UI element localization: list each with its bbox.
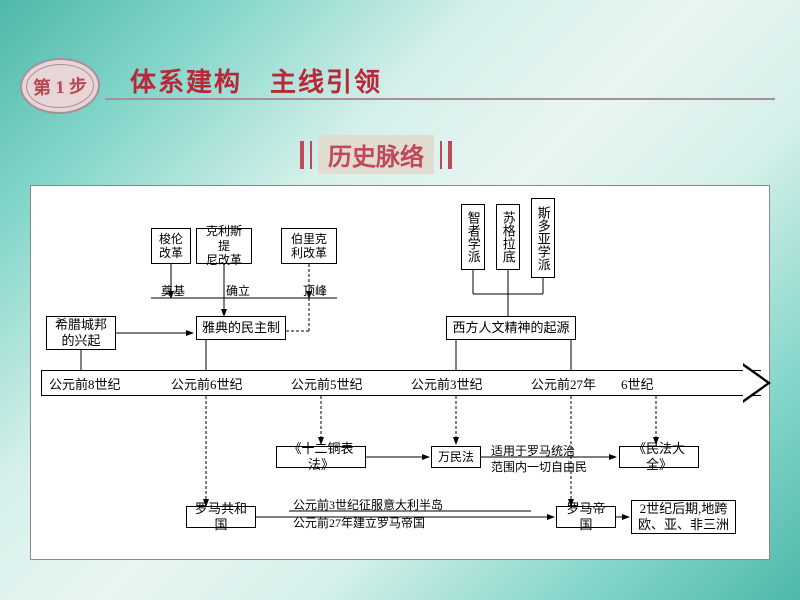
node-humanism: 西方人文精神的起源 xyxy=(446,316,576,340)
timeline-label: 公元前6世纪 xyxy=(171,374,243,393)
annot-apply1: 适用于罗马统治 xyxy=(491,442,575,459)
node-stoic: 斯多亚学派 xyxy=(531,198,555,278)
header-bar xyxy=(440,141,442,169)
node-sophist: 智者学派 xyxy=(461,204,485,270)
annot-apply2: 范围内一切自由民 xyxy=(491,458,587,475)
timeline-arrowhead xyxy=(743,363,771,403)
timeline-label: 公元前8世纪 xyxy=(49,374,121,393)
step-badge-text: 第 1 步 xyxy=(33,72,88,100)
node-span: 2世纪后期,地跨 欧、亚、非三洲 xyxy=(631,500,736,534)
annot-queli: 确立 xyxy=(226,282,250,299)
node-civil: 《民法大全》 xyxy=(619,446,699,468)
node-greek_rise: 希腊城邦 的兴起 xyxy=(46,316,116,350)
node-cleisthenes: 克利斯提 尼改革 xyxy=(196,228,252,264)
timeline-diagram: 公元前8世纪 公元前6世纪 公元前5世纪 公元前3世纪 公元前27年 6世纪 希腊城邦 的… xyxy=(30,185,770,560)
annot-dingfeng: 顶峰 xyxy=(303,282,327,299)
timeline-label: 公元前5世纪 xyxy=(291,374,363,393)
timeline-label: 公元前3世纪 xyxy=(411,374,483,393)
section-label: 历史脉络 xyxy=(318,135,434,174)
annot-dianji: 奠基 xyxy=(161,282,185,299)
section-header: 历史脉络 xyxy=(300,135,452,174)
node-athens: 雅典的民主制 xyxy=(196,316,286,340)
page-title: 体系建构 主线引领 xyxy=(130,62,382,99)
node-socrates: 苏格拉底 xyxy=(496,204,520,270)
annot-found: 公元前27年建立罗马帝国 xyxy=(293,514,425,531)
node-wanmin: 万民法 xyxy=(431,446,481,468)
timeline-label: 6世纪 xyxy=(621,374,654,393)
annot-conquer: 公元前3世纪征服意大利半岛 xyxy=(293,496,443,513)
header-bar xyxy=(300,141,304,169)
node-empire: 罗马帝国 xyxy=(556,506,616,528)
node-republic: 罗马共和国 xyxy=(186,506,256,528)
timeline-label: 公元前27年 xyxy=(531,374,596,393)
header-bar xyxy=(310,141,312,169)
header-bar xyxy=(448,141,452,169)
node-twelve: 《十二铜表法》 xyxy=(276,446,366,468)
node-pericles: 伯里克 利改革 xyxy=(281,228,337,264)
node-solon: 梭伦 改革 xyxy=(151,228,191,264)
